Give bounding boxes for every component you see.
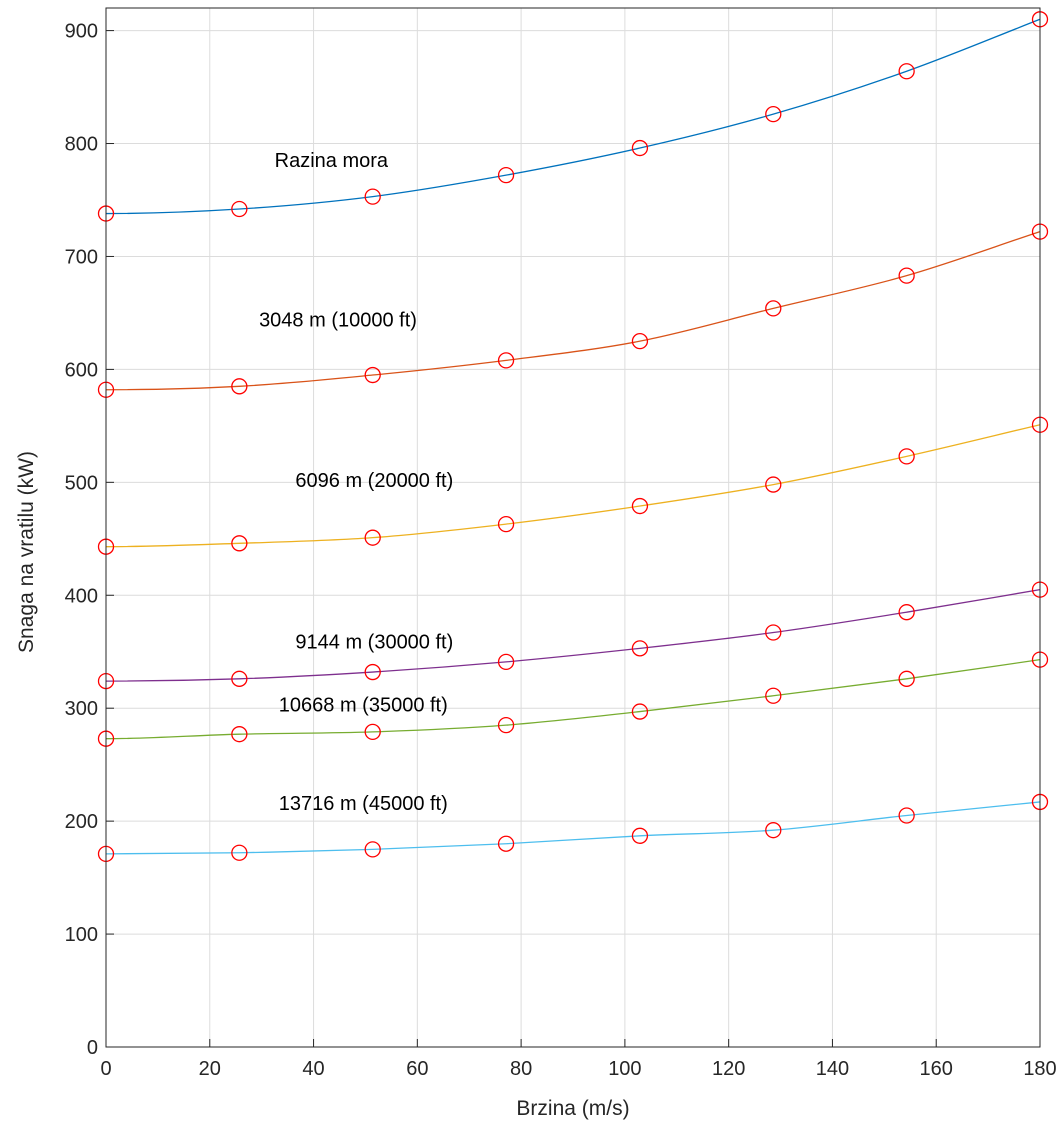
series-annotation: 6096 m (20000 ft) [295, 470, 453, 492]
data-point [631, 333, 649, 350]
data-point [364, 529, 381, 546]
y-tick-label: 300 [65, 698, 98, 720]
y-axis-label: Snaga na vratilu (kW) [15, 451, 38, 653]
series-annotations: Razina mora 3048 m (10000 ft) 6096 m (2000… [259, 150, 453, 815]
x-axis-ticks: 0 20 40 60 80 100 120 140 160 180 [100, 1039, 1057, 1080]
data-point [364, 663, 381, 681]
series-annotation: 10668 m (35000 ft) [279, 695, 448, 717]
x-tick-label: 80 [510, 1058, 532, 1080]
data-point [765, 106, 782, 123]
data-point [231, 535, 248, 552]
y-tick-label: 400 [65, 585, 98, 607]
data-point [364, 366, 381, 384]
data-point [898, 807, 915, 824]
y-tick-label: 800 [65, 134, 98, 156]
series-line-2 [105, 230, 1041, 391]
series-line-5 [105, 658, 1041, 740]
plot-area-border [105, 7, 1041, 1048]
data-point [231, 726, 248, 743]
y-tick-label: 500 [65, 472, 98, 494]
data-point [898, 604, 915, 621]
data-point [364, 841, 381, 858]
series-line-1 [105, 18, 1041, 215]
data-point [231, 670, 248, 687]
data-point [631, 640, 649, 657]
series-annotation: 13716 m (45000 ft) [279, 793, 448, 815]
y-tick-label: 900 [65, 21, 98, 43]
data-point [364, 723, 381, 741]
data-point [765, 300, 782, 317]
data-point [497, 166, 515, 184]
data-point [497, 835, 515, 852]
data-point [765, 822, 782, 839]
data-point [898, 670, 915, 687]
data-point [497, 515, 515, 533]
x-tick-label: 100 [608, 1058, 641, 1080]
y-tick-label: 0 [87, 1037, 98, 1059]
series-line-4 [105, 588, 1041, 682]
data-point [898, 267, 915, 284]
y-axis-ticks: 0 100 200 300 400 500 600 700 800 900 [65, 21, 114, 1059]
x-tick-label: 0 [100, 1058, 111, 1080]
series-annotation: 9144 m (30000 ft) [295, 631, 453, 653]
x-tick-label: 120 [712, 1058, 745, 1080]
series-line-3 [105, 424, 1041, 548]
x-tick-label: 160 [920, 1058, 953, 1080]
data-point [497, 716, 515, 734]
series-lines [105, 18, 1041, 855]
data-point [631, 703, 649, 720]
x-tick-label: 40 [302, 1058, 324, 1080]
data-point [765, 476, 782, 493]
data-point [631, 139, 649, 157]
y-tick-label: 600 [65, 359, 98, 381]
data-point [765, 687, 782, 704]
data-point [631, 827, 649, 844]
x-tick-label: 60 [406, 1058, 428, 1080]
data-point [497, 352, 515, 369]
data-point [231, 378, 248, 395]
series-annotation: 3048 m (10000 ft) [259, 309, 417, 331]
data-point [898, 63, 915, 80]
data-point [364, 188, 381, 205]
y-tick-label: 700 [65, 246, 98, 268]
data-point [497, 653, 515, 671]
data-point [898, 448, 915, 465]
x-tick-label: 180 [1023, 1058, 1056, 1080]
y-tick-label: 200 [65, 811, 98, 833]
data-point [631, 497, 649, 515]
x-tick-label: 140 [816, 1058, 849, 1080]
series-annotation: Razina mora [275, 150, 389, 172]
data-point [231, 844, 248, 861]
y-tick-label: 100 [65, 924, 98, 946]
x-tick-label: 20 [199, 1058, 221, 1080]
data-point [231, 200, 248, 218]
data-point [765, 624, 782, 641]
x-axis-label: Brzina (m/s) [516, 1097, 629, 1120]
series-line-6 [105, 801, 1041, 855]
